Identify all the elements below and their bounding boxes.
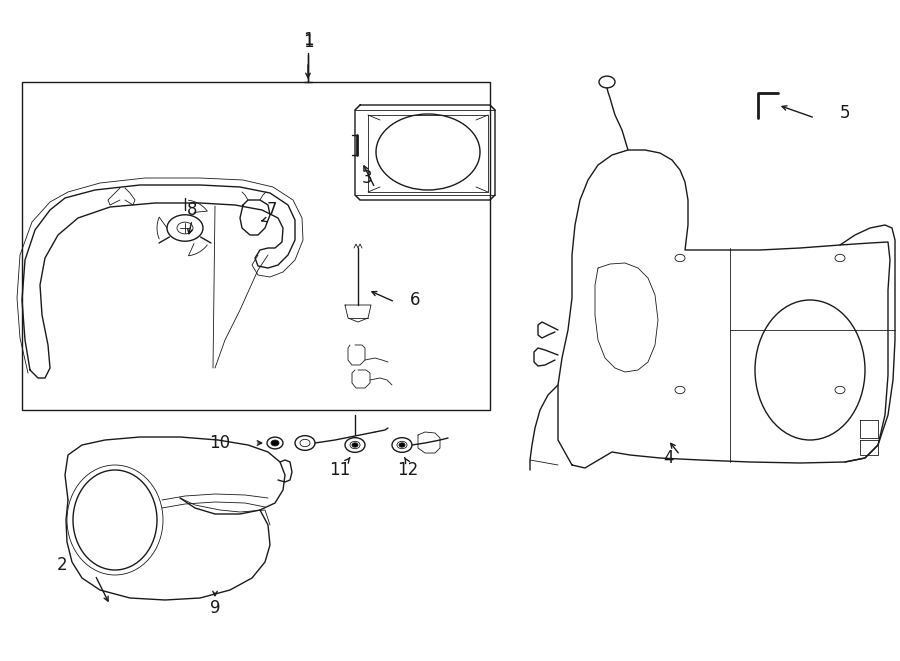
Circle shape xyxy=(399,443,405,447)
Text: 4: 4 xyxy=(662,449,673,467)
Text: 12: 12 xyxy=(398,461,418,479)
Text: 3: 3 xyxy=(362,169,373,187)
Text: 2: 2 xyxy=(57,556,68,574)
Text: 11: 11 xyxy=(329,461,351,479)
Text: 1: 1 xyxy=(302,31,313,49)
Text: 9: 9 xyxy=(210,599,220,617)
Text: 7: 7 xyxy=(266,201,277,219)
Text: 5: 5 xyxy=(840,104,850,122)
Text: 10: 10 xyxy=(209,434,230,452)
Bar xyxy=(22,82,490,410)
Circle shape xyxy=(271,440,279,446)
Text: 6: 6 xyxy=(410,291,420,309)
Circle shape xyxy=(352,443,358,447)
Text: 1: 1 xyxy=(302,33,313,51)
Text: 8: 8 xyxy=(187,201,197,219)
